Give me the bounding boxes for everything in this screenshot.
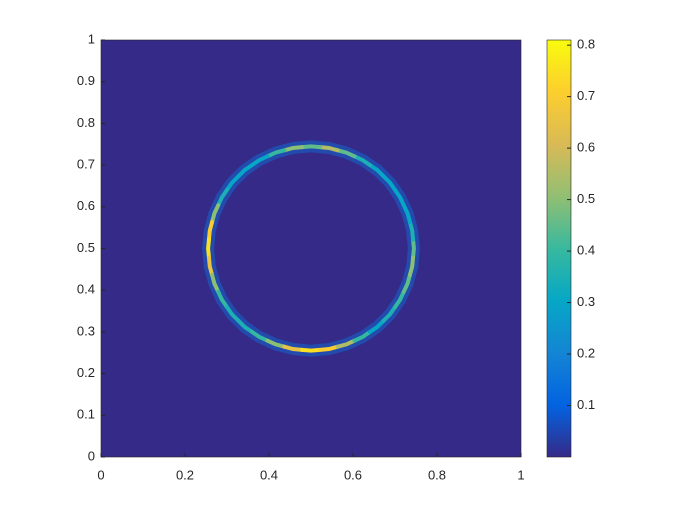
colorbar-tick-label: 0.8 — [577, 37, 595, 52]
ring-cell — [206, 237, 211, 260]
ring-cell — [216, 187, 229, 208]
ring-cell — [210, 203, 221, 225]
ring-cell — [335, 148, 357, 159]
ring-cell — [210, 272, 221, 294]
ring-cell — [249, 329, 270, 343]
y-tick-label: 0.8 — [77, 115, 95, 130]
ring-cell — [407, 220, 416, 242]
colorbar-tick-label: 0.4 — [577, 243, 595, 258]
y-tick-label: 0.3 — [77, 323, 95, 338]
ring-cell — [206, 220, 215, 242]
ring-cell — [225, 305, 241, 323]
y-tick-label: 0.5 — [77, 240, 95, 255]
y-tick-label: 0.2 — [77, 365, 95, 380]
ring-cell — [368, 318, 386, 334]
heatmap-background — [101, 40, 521, 457]
ring-cell — [216, 289, 229, 310]
ring-cell — [393, 187, 406, 208]
ring-cell — [299, 347, 323, 353]
ring-cell — [282, 145, 304, 153]
colorbar-tick-label: 0.7 — [577, 88, 595, 103]
colorbar-tick-label: 0.2 — [577, 345, 595, 360]
ring-cell — [411, 237, 416, 260]
x-tick-label: 0 — [97, 467, 104, 482]
x-tick-label: 0.6 — [344, 467, 362, 482]
ring-cell — [318, 145, 340, 153]
ring-cell — [401, 203, 412, 225]
ring-cell — [407, 255, 416, 277]
ring-cell — [249, 154, 270, 168]
ring-cell — [299, 144, 323, 150]
y-tick-label: 0.9 — [77, 73, 95, 88]
colorbar-tick-label: 0.3 — [577, 294, 595, 309]
ring-cell — [318, 344, 340, 352]
y-tick-label: 0 — [88, 448, 95, 463]
ring-cell — [206, 255, 215, 277]
ring-cell — [265, 148, 287, 159]
colorbar-tick-label: 0.1 — [577, 397, 595, 412]
colorbar-tick-label: 0.6 — [577, 140, 595, 155]
ring-cell — [352, 329, 373, 343]
colorbar — [546, 39, 572, 458]
ring-cell — [236, 318, 254, 334]
ring-cell — [282, 344, 304, 352]
y-tick-label: 0.6 — [77, 198, 95, 213]
y-tick-label: 0.7 — [77, 157, 95, 172]
y-tick-label: 0.1 — [77, 407, 95, 422]
ring-cell — [225, 174, 241, 192]
ring-cell — [393, 289, 406, 310]
ring-cell — [401, 272, 412, 294]
x-tick-label: 0.4 — [260, 467, 278, 482]
x-tick-label: 0.8 — [428, 467, 446, 482]
ring-cell — [236, 163, 254, 179]
colorbar-tick-label: 0.5 — [577, 191, 595, 206]
y-tick-label: 1 — [88, 31, 95, 46]
ring-cell — [381, 305, 397, 323]
ring-cell — [335, 338, 357, 349]
ring-cell — [265, 338, 287, 349]
x-tick-label: 1 — [517, 467, 524, 482]
ring-cell — [368, 163, 386, 179]
x-tick-label: 0.2 — [176, 467, 194, 482]
ring-cell — [381, 174, 397, 192]
y-tick-label: 0.4 — [77, 282, 95, 297]
ring-cell — [352, 154, 373, 168]
